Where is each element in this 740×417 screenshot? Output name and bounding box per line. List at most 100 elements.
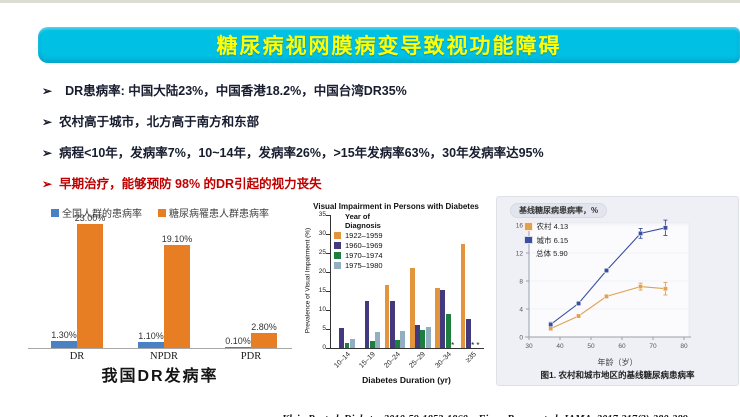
bar-slot: [364, 300, 370, 348]
axis-tick: [326, 291, 330, 292]
axis-tick-label: 30: [525, 343, 533, 350]
data-point-marker: [548, 321, 554, 327]
bar: [409, 268, 415, 348]
bar-group: 0.10% 2.80%: [225, 322, 277, 348]
legend-item: 全国人群的患病率: [51, 205, 142, 220]
bar-slot: [384, 285, 390, 348]
bar: [445, 313, 451, 348]
figure-caption: 图1. 农村和城市地区的基线糖尿病患病率: [540, 370, 695, 380]
data-point-marker: [604, 293, 609, 299]
bar-slot: [445, 313, 451, 348]
data-point-marker: [662, 225, 668, 231]
value-label: 2.80%: [251, 322, 277, 332]
legend-item: 糖尿病罹患人群患病率: [158, 205, 269, 220]
legend-label: 城市 6.15: [536, 235, 569, 245]
legend-title: Year of Diagnosis: [345, 212, 381, 230]
chart-legend: 全国人群的患病率 糖尿病罹患人群患病率: [22, 205, 298, 220]
axis-tick-label: 4: [519, 306, 523, 313]
value-label: 19.10%: [161, 234, 193, 244]
legend-swatch: [51, 208, 59, 217]
bar: [364, 300, 370, 348]
bar-slot: [375, 332, 380, 348]
axis-tick-label: 0: [519, 334, 523, 341]
legend-swatch: [158, 208, 166, 217]
bar: [369, 341, 375, 348]
legend-item: 1975–1980: [334, 261, 383, 270]
bar: [440, 289, 446, 348]
legend-label: 1970–1974: [345, 251, 383, 260]
legend-item: 1922–1959: [334, 231, 383, 240]
bar: [51, 341, 77, 348]
bar-wrap: 1.30%: [51, 330, 77, 348]
bar-wrap: 23.00%: [75, 213, 105, 348]
axis-tick-label: ≥35: [464, 351, 478, 365]
axis-tick-label: 50: [587, 343, 595, 350]
bar: [375, 332, 380, 348]
axis-tick: [326, 272, 330, 273]
category-label: DR: [69, 351, 85, 362]
chart-plot-area: 1.30% 23.00% 1.10% 19.10% 0.10% 2.80%: [38, 213, 290, 348]
bar: [400, 331, 406, 348]
legend-swatch: [524, 235, 533, 245]
arrow-bullet-icon: ➢: [42, 177, 53, 191]
bullet-item: ➢ 早期治疗，能够预防 98% 的DR引起的视力丧失: [42, 177, 734, 192]
arrow-bullet-icon: ➢: [42, 146, 53, 160]
value-label: 1.30%: [51, 330, 77, 340]
bullet-text: DR患病率: 中国大陆23%，中国香港18.2%，中国台湾DR35%: [65, 84, 407, 98]
axis-tick-label: 35: [318, 211, 326, 218]
bar-group: [334, 328, 355, 348]
bar-slot: [409, 268, 415, 348]
legend-label: 全国人群的患病率: [62, 209, 142, 220]
legend-swatch: [524, 222, 533, 231]
axis-tick-label: 15: [318, 287, 326, 294]
bar-slot: [400, 331, 406, 348]
bar-group: 1.10% 19.10%: [138, 234, 192, 348]
bar: [395, 340, 400, 348]
bar: [349, 338, 355, 348]
axis-tick-label: 70: [649, 343, 657, 350]
bar: [435, 288, 440, 348]
data-point-marker: [662, 286, 668, 292]
bar: [225, 347, 251, 348]
axis-tick-label: 16: [516, 222, 524, 229]
legend-swatch: [334, 252, 341, 259]
bar-wrap: 2.80%: [251, 322, 277, 348]
top-strip: [0, 0, 740, 3]
chart-title: Visual Impairment in Persons with Diabet…: [313, 202, 479, 211]
data-point-marker: [576, 300, 582, 306]
figure-axis-title: 基线糖尿病患病率，%: [510, 203, 608, 218]
bar-group: * *: [460, 243, 482, 350]
value-label: 23.00%: [74, 213, 106, 223]
bar-wrap: 0.10%: [225, 336, 251, 348]
visual-impairment-chart: Visual Impairment in Persons with Diabet…: [300, 199, 492, 391]
legend-swatch: [334, 262, 341, 269]
axis-tick-label: 30–34: [433, 351, 453, 370]
x-axis-label: Diabetes Duration (yr): [362, 375, 451, 385]
bar-slot: [339, 328, 345, 348]
legend-item: 1960–1969: [334, 241, 383, 250]
page-title: 糖尿病视网膜病变导致视功能障碍: [216, 35, 562, 58]
axis-tick: [326, 348, 330, 349]
missing-data-asterisk: *: [476, 341, 480, 350]
title-bar: 糖尿病视网膜病变导致视功能障碍: [38, 27, 740, 63]
x-axis-label: 年龄（岁）: [597, 358, 638, 367]
bar-slot: [415, 325, 420, 348]
bar: [415, 325, 420, 348]
category-axis: DR NPDR PDR: [38, 351, 290, 362]
legend-swatch: [334, 242, 341, 249]
legend-swatch: [334, 232, 341, 239]
bar: [384, 285, 390, 348]
axis-tick-label: 20: [318, 268, 326, 275]
axis-tick: [326, 329, 330, 330]
axis-tick: [326, 310, 330, 311]
bar-slot: [435, 288, 440, 348]
bar-wrap: 1.10%: [138, 331, 164, 348]
bullet-text: 早期治疗，能够预防 98% 的DR引起的视力丧失: [59, 177, 322, 191]
bar-slot: [369, 341, 375, 348]
bar: [251, 333, 277, 348]
bar: [460, 243, 466, 348]
bar: [339, 328, 345, 348]
axis-tick-label: 25: [318, 249, 326, 256]
x-axis-line: [28, 348, 292, 349]
